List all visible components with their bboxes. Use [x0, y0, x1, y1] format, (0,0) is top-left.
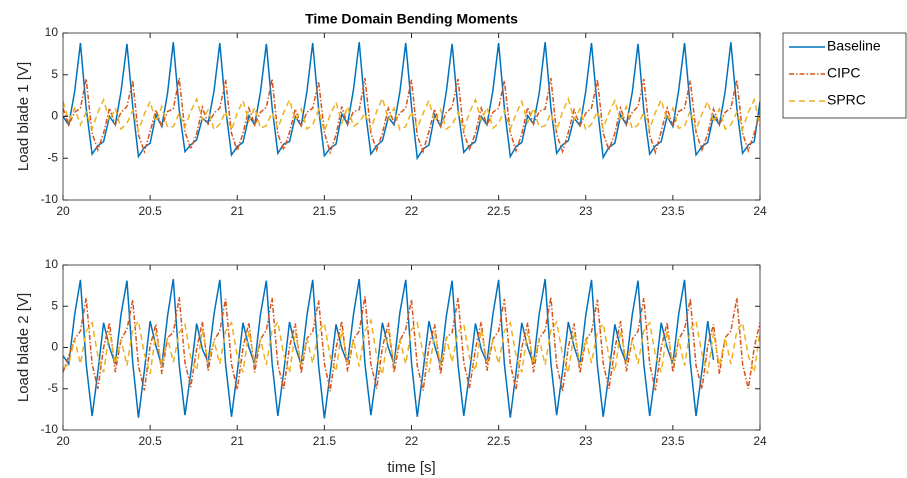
y-tick-label: 5: [51, 67, 58, 81]
x-tick-label: 23.5: [661, 434, 685, 448]
series-line: [63, 42, 760, 161]
y-tick-label: 5: [51, 298, 58, 312]
y-tick-label: 0: [51, 109, 58, 123]
y-tick-label: 10: [45, 257, 59, 271]
y-tick-label: -10: [41, 422, 59, 436]
series-line: [63, 296, 760, 392]
x-tick-label: 20: [56, 204, 70, 218]
plot-area: [63, 265, 760, 430]
x-tick-label: 24: [753, 434, 767, 448]
y-tick-label: -5: [47, 150, 58, 164]
x-tick-label: 21.5: [313, 204, 337, 218]
legend-label: CIPC: [827, 65, 860, 81]
y-tick-label: 0: [51, 340, 58, 354]
y-tick-label: -5: [47, 381, 58, 395]
plot-area: [63, 33, 760, 200]
x-axis-label: time [s]: [387, 459, 435, 476]
series-line: [63, 77, 760, 156]
x-tick-label: 23.5: [661, 204, 685, 218]
y-tick-label: 10: [45, 25, 59, 39]
x-tick-label: 20: [56, 434, 70, 448]
legend-label: Baseline: [827, 38, 881, 54]
series-line: [63, 318, 760, 375]
y-axis-label: Load blade 2 [V]: [15, 293, 32, 402]
x-tick-label: 23: [579, 434, 593, 448]
x-tick-label: 22: [405, 434, 419, 448]
x-tick-label: 22.5: [487, 434, 511, 448]
x-tick-label: 22.5: [487, 204, 511, 218]
x-tick-label: 24: [753, 204, 767, 218]
x-tick-label: 20.5: [138, 434, 162, 448]
series-line: [63, 278, 715, 419]
x-tick-label: 22: [405, 204, 419, 218]
x-tick-label: 21: [231, 204, 245, 218]
x-tick-label: 21.5: [313, 434, 337, 448]
chart-title: Time Domain Bending Moments: [305, 11, 518, 27]
y-axis-label: Load blade 1 [V]: [15, 62, 32, 171]
y-tick-label: -10: [41, 192, 59, 206]
x-tick-label: 23: [579, 204, 593, 218]
x-tick-label: 21: [231, 434, 245, 448]
x-tick-label: 20.5: [138, 204, 162, 218]
legend-label: SPRC: [827, 92, 866, 108]
